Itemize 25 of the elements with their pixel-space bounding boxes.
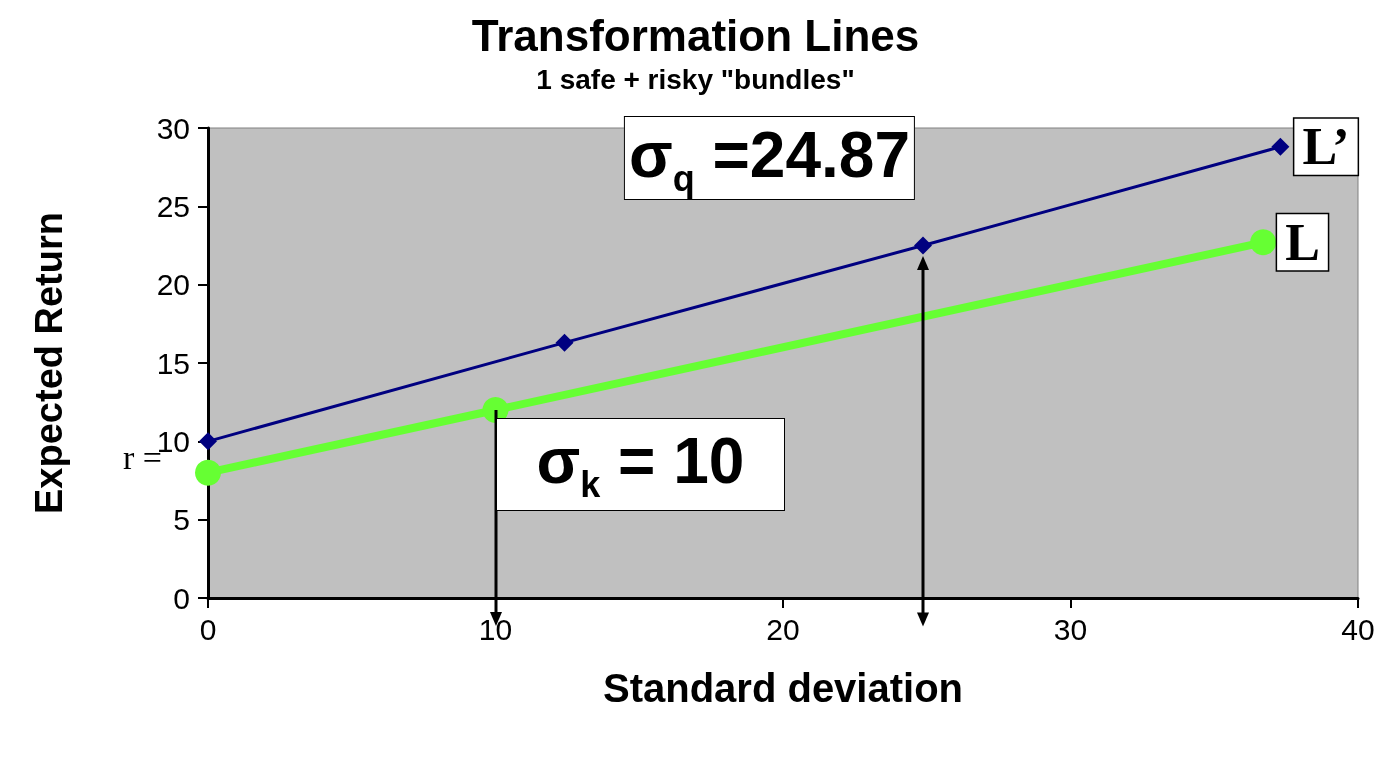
y-axis-title: Expected Return bbox=[28, 212, 70, 514]
chart-title: Transformation Lines bbox=[471, 10, 920, 60]
x-axis-title: Standard deviation bbox=[602, 666, 964, 710]
y-tick-label: 25 bbox=[156, 189, 190, 223]
x-tick-label: 0 bbox=[199, 612, 217, 646]
x-tick-label: 10 bbox=[478, 612, 513, 646]
x-tick-label: 20 bbox=[766, 612, 800, 646]
series-label: L’ bbox=[1302, 118, 1350, 176]
chart-subtitle: 1 safe + risky "bundles" bbox=[536, 63, 855, 95]
y-tick-label: 5 bbox=[173, 503, 190, 537]
point bbox=[199, 432, 217, 451]
annotation: σ$_{q}$ =24.87 bbox=[623, 115, 915, 201]
point bbox=[914, 236, 933, 255]
y-tick-label: 30 bbox=[156, 111, 190, 145]
point bbox=[195, 459, 221, 486]
y-tick-label: 0 bbox=[173, 581, 190, 615]
x-tick-label: 30 bbox=[1053, 612, 1088, 646]
y-tick-label: 20 bbox=[156, 268, 190, 302]
point bbox=[1250, 229, 1277, 256]
x-tick-label: 40 bbox=[1341, 612, 1375, 646]
annotation: σ$_{k}$ = 10 bbox=[495, 418, 786, 511]
y-tick-label: 15 bbox=[156, 346, 190, 380]
point bbox=[555, 333, 574, 352]
series-label: L bbox=[1285, 213, 1320, 271]
point bbox=[1271, 137, 1290, 156]
